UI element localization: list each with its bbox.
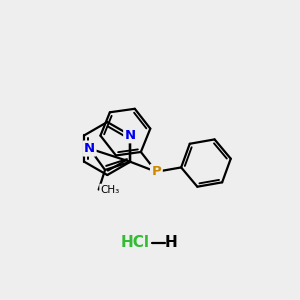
Text: N: N <box>84 142 95 155</box>
Text: P: P <box>152 165 161 178</box>
Text: N: N <box>125 129 136 142</box>
Text: HCl: HCl <box>121 235 150 250</box>
Text: CH₃: CH₃ <box>100 184 119 195</box>
Text: H: H <box>165 235 178 250</box>
